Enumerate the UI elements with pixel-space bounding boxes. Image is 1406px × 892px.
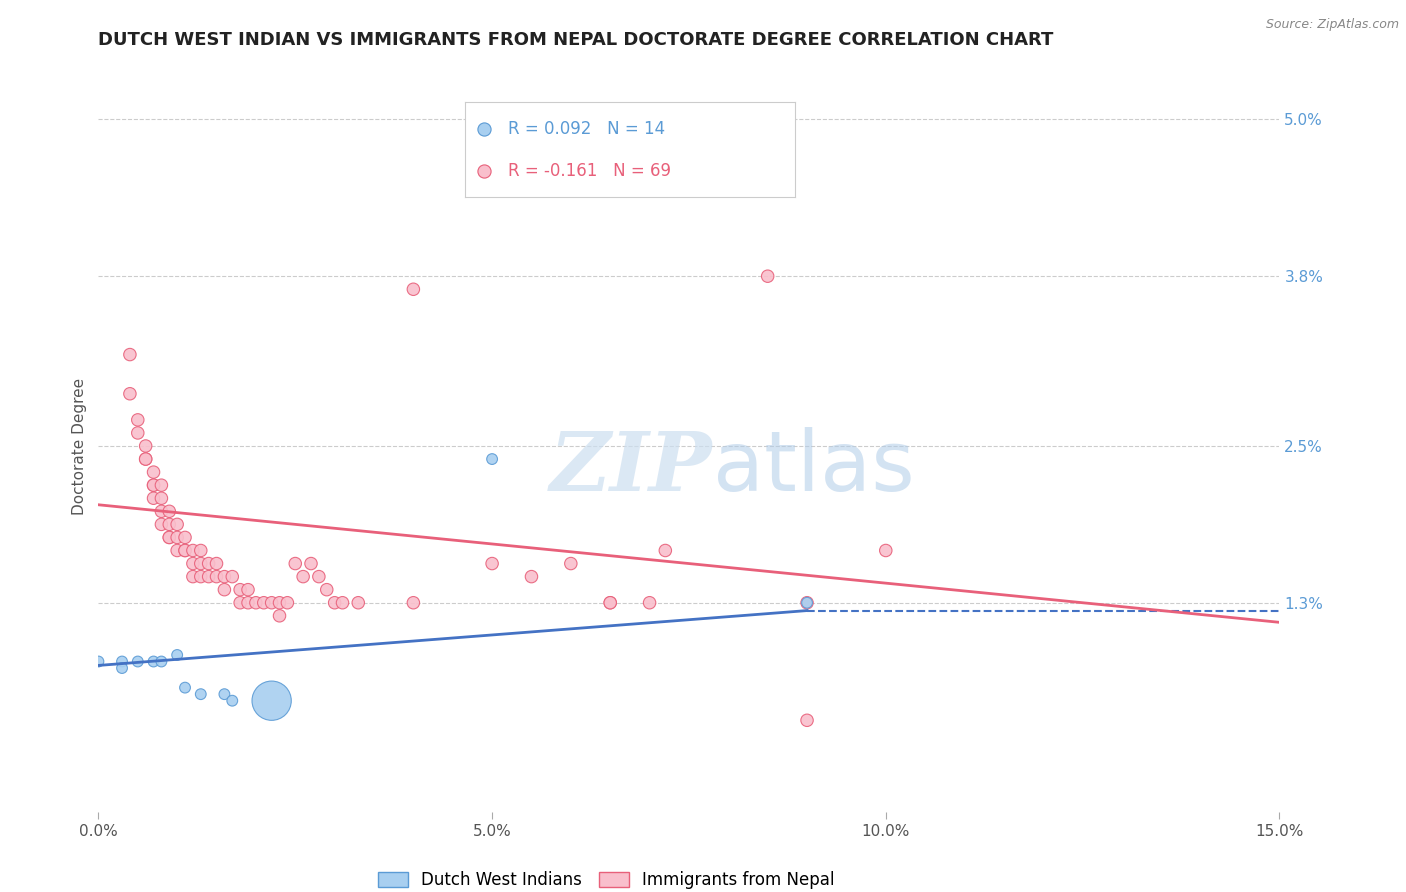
Point (157, 517, 180, 532)
Point (308, 569, 330, 583)
Point (157, 530, 180, 544)
Point (135, 439, 157, 453)
Point (190, 569, 212, 583)
Point (214, 569, 236, 583)
Point (142, 478, 165, 492)
Text: Source: ZipAtlas.com: Source: ZipAtlas.com (1265, 18, 1399, 31)
Point (796, 596, 818, 610)
Point (174, 681, 197, 695)
Point (174, 530, 197, 544)
Point (166, 530, 188, 544)
Point (875, 543, 897, 558)
Point (347, 596, 370, 610)
Point (402, 282, 425, 296)
Point (599, 596, 621, 610)
Point (236, 596, 259, 610)
Point (150, 655, 173, 669)
Point (157, 504, 180, 518)
Point (190, 543, 212, 558)
Point (127, 655, 149, 669)
Point (181, 569, 204, 583)
Point (214, 687, 236, 701)
Point (142, 478, 165, 492)
Y-axis label: Doctorate Degree: Doctorate Degree (72, 377, 87, 515)
Point (756, 269, 779, 284)
Point (315, 582, 337, 597)
Point (87, 655, 110, 669)
Point (560, 557, 582, 571)
Point (127, 413, 149, 427)
Point (111, 655, 134, 669)
Point (481, 557, 503, 571)
Point (638, 596, 661, 610)
Point (245, 596, 267, 610)
Point (150, 504, 173, 518)
Point (174, 543, 197, 558)
Text: ZIP: ZIP (550, 428, 713, 508)
Point (174, 543, 197, 558)
Point (190, 557, 212, 571)
Point (269, 608, 291, 623)
Point (236, 582, 259, 597)
Point (190, 687, 212, 701)
Point (332, 596, 354, 610)
Point (118, 386, 141, 401)
Point (323, 596, 346, 610)
Point (118, 347, 141, 362)
Point (205, 569, 228, 583)
Point (157, 530, 180, 544)
Point (221, 569, 243, 583)
Point (135, 452, 157, 467)
Point (229, 596, 252, 610)
Point (299, 557, 322, 571)
Point (166, 543, 188, 558)
Point (214, 582, 236, 597)
Point (197, 557, 219, 571)
Point (127, 425, 149, 440)
Point (796, 714, 818, 728)
Point (229, 582, 252, 597)
Point (269, 596, 291, 610)
Text: DUTCH WEST INDIAN VS IMMIGRANTS FROM NEPAL DOCTORATE DEGREE CORRELATION CHART: DUTCH WEST INDIAN VS IMMIGRANTS FROM NEP… (98, 31, 1053, 49)
Point (276, 596, 298, 610)
Point (150, 491, 173, 506)
Point (181, 557, 204, 571)
Point (260, 694, 283, 708)
Point (221, 694, 243, 708)
Point (284, 557, 307, 571)
Point (253, 596, 276, 610)
Point (181, 543, 204, 558)
Point (150, 478, 173, 492)
Point (599, 596, 621, 610)
Point (260, 596, 283, 610)
Point (142, 491, 165, 506)
Point (135, 452, 157, 467)
Point (205, 557, 228, 571)
Point (166, 517, 188, 532)
Text: atlas: atlas (713, 427, 914, 508)
Point (292, 569, 315, 583)
Legend: Dutch West Indians, Immigrants from Nepal: Dutch West Indians, Immigrants from Nepa… (378, 871, 835, 889)
Point (142, 465, 165, 479)
Point (402, 596, 425, 610)
Point (111, 661, 134, 675)
Point (142, 655, 165, 669)
Point (481, 452, 503, 467)
Point (150, 517, 173, 532)
Point (166, 648, 188, 662)
Point (520, 569, 543, 583)
Point (654, 543, 676, 558)
Point (197, 569, 219, 583)
Point (796, 596, 818, 610)
